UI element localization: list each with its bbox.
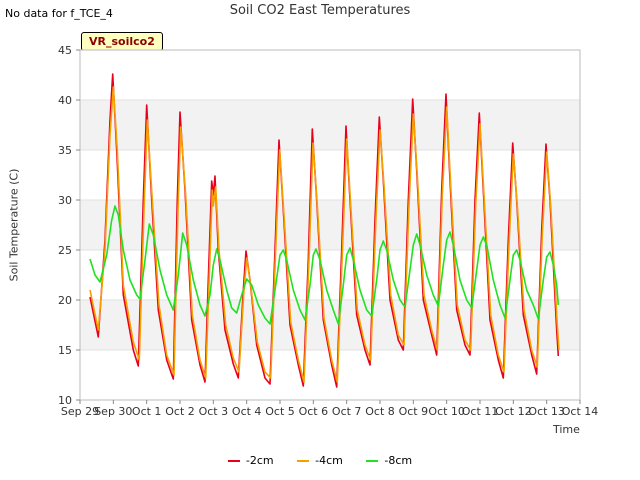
site-badge: VR_soilco2: [81, 32, 163, 51]
legend-swatch-8cm: [366, 460, 379, 462]
y-tick-label-10: 10: [58, 394, 72, 407]
x-tick-label-10: Oct 9: [399, 405, 429, 418]
x-tick-label-3: Oct 2: [165, 405, 195, 418]
x-tick-label-14: Oct 13: [528, 405, 565, 418]
x-tick-label-1: Sep 30: [94, 405, 132, 418]
x-tick-label-8: Oct 7: [332, 405, 362, 418]
legend-item-8cm: -8cm: [366, 454, 412, 467]
x-tick-label-11: Oct 10: [428, 405, 465, 418]
y-tick-label-30: 30: [58, 194, 72, 207]
shaded-band-1: [80, 200, 580, 250]
y-axis-ticks: 10 15 20 25 30 35 40 45: [58, 44, 80, 407]
y-tick-label-20: 20: [58, 294, 72, 307]
series-layer: [89, 73, 560, 388]
x-axis-label: Time: [553, 423, 580, 436]
x-tick-label-2: Oct 1: [132, 405, 162, 418]
legend-swatch-2cm: [227, 460, 240, 462]
y-tick-label-40: 40: [58, 94, 72, 107]
x-tick-label-4: Oct 3: [199, 405, 229, 418]
x-tick-label-7: Oct 6: [299, 405, 329, 418]
x-tick-label-9: Oct 8: [365, 405, 395, 418]
chart-title: Soil CO2 East Temperatures: [229, 3, 411, 18]
legend-item-4cm: -4cm: [297, 454, 343, 467]
x-tick-label-15: Oct 14: [562, 405, 599, 418]
series-line-minus-8cm: [89, 205, 560, 325]
y-tick-label-35: 35: [58, 144, 72, 157]
legend-item-2cm: -2cm: [227, 454, 274, 467]
legend-swatch-4cm: [297, 460, 310, 462]
y-tick-label-15: 15: [58, 344, 72, 357]
x-tick-label-12: Oct 11: [462, 405, 499, 418]
shaded-band-2: [80, 100, 580, 150]
x-tick-label-0: Sep 29: [61, 405, 99, 418]
x-tick-label-13: Oct 12: [495, 405, 532, 418]
legend: -2cm -4cm -8cm: [0, 454, 640, 467]
y-tick-label-25: 25: [58, 244, 72, 257]
plot-frame: [79, 49, 581, 401]
x-tick-label-5: Oct 4: [232, 405, 262, 418]
x-tick-label-6: Oct 5: [265, 405, 295, 418]
y-tick-label-45: 45: [58, 44, 72, 57]
no-data-notice: No data for f_TCE_4: [5, 7, 113, 20]
